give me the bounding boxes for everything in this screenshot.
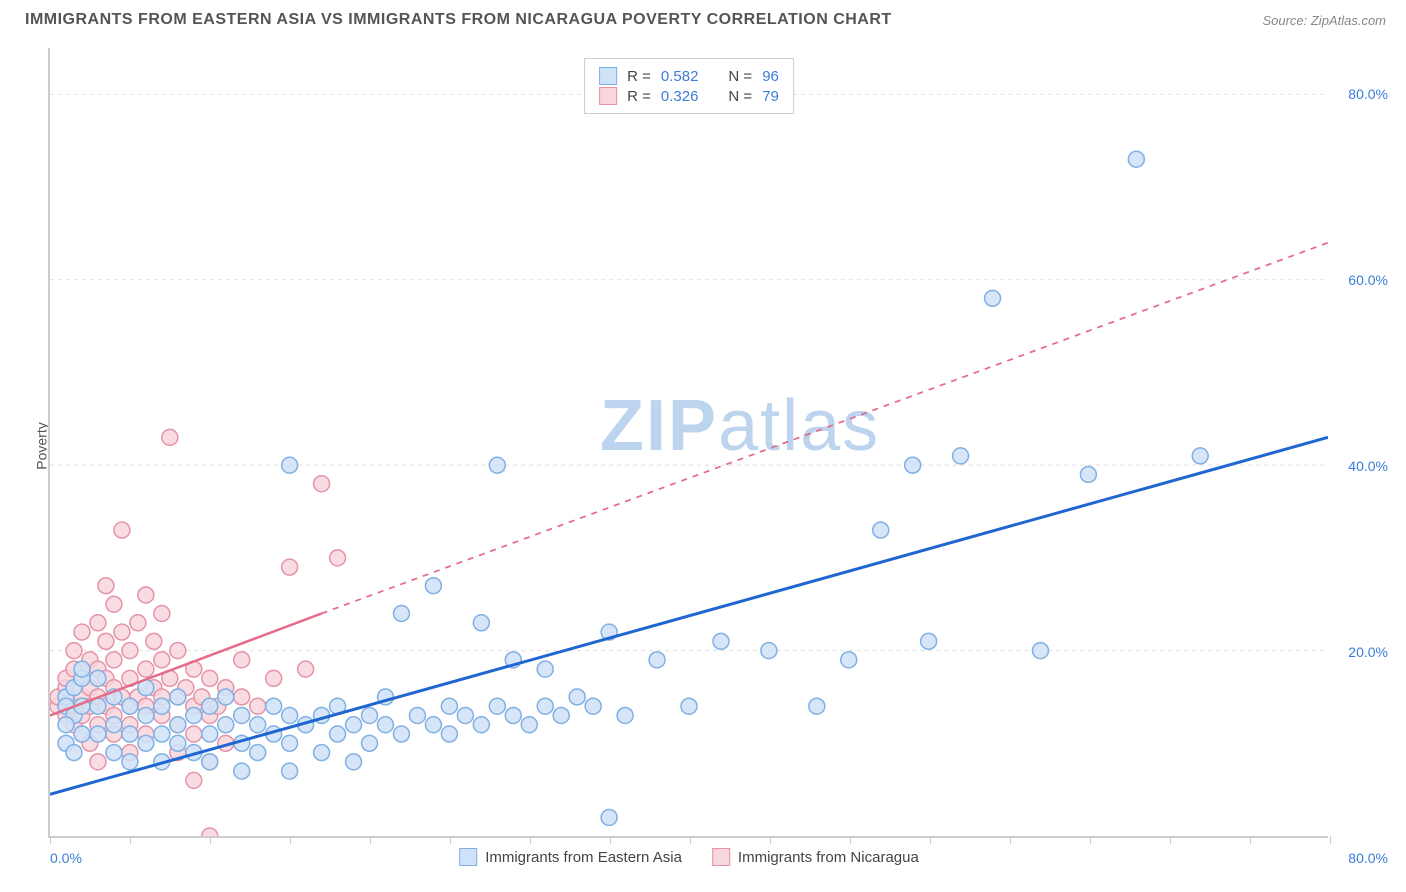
legend-item-nicaragua: Immigrants from Nicaragua bbox=[712, 848, 919, 866]
x-tick bbox=[1250, 836, 1251, 844]
x-tick bbox=[930, 836, 931, 844]
x-tick bbox=[770, 836, 771, 844]
x-tick bbox=[210, 836, 211, 844]
y-tick-label: 40.0% bbox=[1348, 458, 1388, 474]
legend-row-eastern-asia: R = 0.582 N = 96 bbox=[599, 67, 779, 85]
swatch-eastern-asia bbox=[599, 67, 617, 85]
x-tick bbox=[50, 836, 51, 844]
legend-row-nicaragua: R = 0.326 N = 79 bbox=[599, 87, 779, 105]
legend-item-eastern-asia: Immigrants from Eastern Asia bbox=[459, 848, 682, 866]
x-tick bbox=[1170, 836, 1171, 844]
y-tick-label: 80.0% bbox=[1348, 86, 1388, 102]
x-tick bbox=[610, 836, 611, 844]
legend-label-eastern-asia: Immigrants from Eastern Asia bbox=[485, 849, 682, 866]
swatch-nicaragua bbox=[599, 87, 617, 105]
x-tick bbox=[1330, 836, 1331, 844]
chart-title: IMMIGRANTS FROM EASTERN ASIA VS IMMIGRAN… bbox=[25, 11, 892, 29]
x-tick bbox=[450, 836, 451, 844]
x-tick bbox=[370, 836, 371, 844]
x-tick bbox=[1090, 836, 1091, 844]
x-tick bbox=[850, 836, 851, 844]
swatch-bottom-nicaragua bbox=[712, 848, 730, 866]
x-axis-min-label: 0.0% bbox=[50, 850, 82, 866]
header: IMMIGRANTS FROM EASTERN ASIA VS IMMIGRAN… bbox=[0, 0, 1406, 40]
x-tick bbox=[1010, 836, 1011, 844]
series-legend: Immigrants from Eastern Asia Immigrants … bbox=[459, 848, 919, 866]
x-tick bbox=[530, 836, 531, 844]
y-tick-label: 60.0% bbox=[1348, 272, 1388, 288]
legend-label-nicaragua: Immigrants from Nicaragua bbox=[738, 849, 919, 866]
x-tick bbox=[290, 836, 291, 844]
source-attribution: Source: ZipAtlas.com bbox=[1262, 13, 1386, 28]
swatch-bottom-eastern-asia bbox=[459, 848, 477, 866]
x-tick bbox=[130, 836, 131, 844]
scatter-plot-svg bbox=[50, 48, 1328, 836]
chart-plot-area: ZIPatlas R = 0.582 N = 96 R = 0.326 N = … bbox=[48, 48, 1328, 838]
x-axis-max-label: 80.0% bbox=[1348, 850, 1388, 866]
correlation-legend: R = 0.582 N = 96 R = 0.326 N = 79 bbox=[584, 58, 794, 114]
x-tick bbox=[690, 836, 691, 844]
y-tick-label: 20.0% bbox=[1348, 644, 1388, 660]
